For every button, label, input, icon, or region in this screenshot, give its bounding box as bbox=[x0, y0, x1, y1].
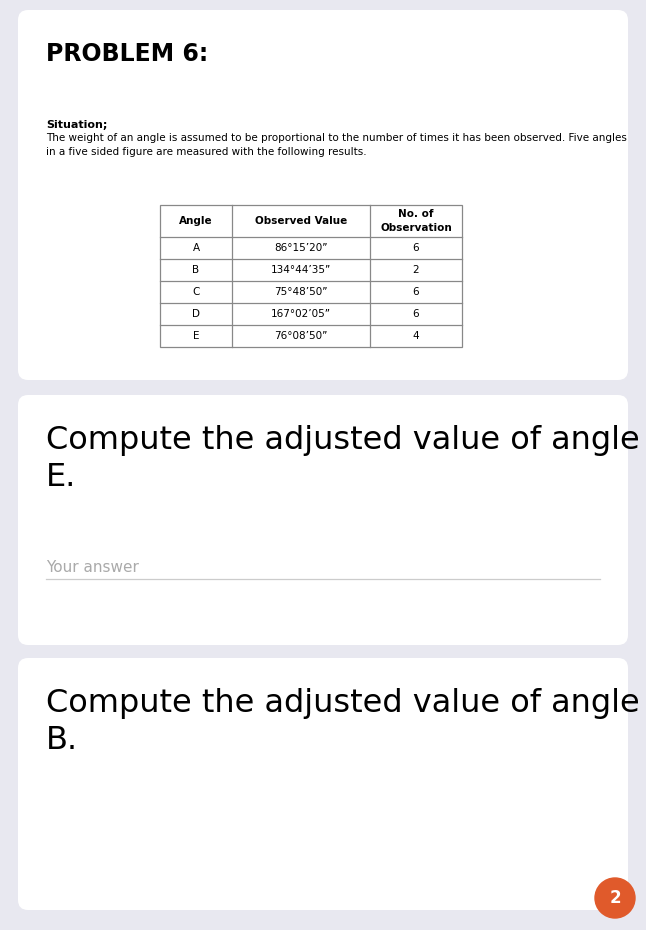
Text: A: A bbox=[193, 243, 200, 253]
Text: 167°02’05”: 167°02’05” bbox=[271, 309, 331, 319]
Text: The weight of an angle is assumed to be proportional to the number of times it h: The weight of an angle is assumed to be … bbox=[46, 133, 627, 157]
Text: 4: 4 bbox=[413, 331, 419, 341]
Text: 2: 2 bbox=[609, 889, 621, 907]
Text: E: E bbox=[193, 331, 199, 341]
Text: No. of
Observation: No. of Observation bbox=[380, 209, 452, 232]
Text: Angle: Angle bbox=[179, 216, 213, 226]
Text: 134°44’35”: 134°44’35” bbox=[271, 265, 331, 275]
Text: 86°15’20”: 86°15’20” bbox=[275, 243, 328, 253]
Text: Compute the adjusted value of angle
E.: Compute the adjusted value of angle E. bbox=[46, 425, 640, 493]
Circle shape bbox=[595, 878, 635, 918]
Text: Situation;: Situation; bbox=[46, 120, 107, 130]
Text: Your answer: Your answer bbox=[46, 560, 139, 575]
Text: Compute the adjusted value of angle
B.: Compute the adjusted value of angle B. bbox=[46, 688, 640, 756]
Bar bbox=[160, 205, 462, 347]
FancyBboxPatch shape bbox=[18, 658, 628, 910]
Text: B: B bbox=[193, 265, 200, 275]
Text: 2: 2 bbox=[413, 265, 419, 275]
Text: D: D bbox=[192, 309, 200, 319]
Text: 6: 6 bbox=[413, 243, 419, 253]
Text: 75°48’50”: 75°48’50” bbox=[275, 287, 328, 297]
Text: 76°08’50”: 76°08’50” bbox=[275, 331, 328, 341]
Text: 6: 6 bbox=[413, 287, 419, 297]
Text: PROBLEM 6:: PROBLEM 6: bbox=[46, 42, 208, 66]
FancyBboxPatch shape bbox=[18, 10, 628, 380]
Text: C: C bbox=[193, 287, 200, 297]
Text: Observed Value: Observed Value bbox=[255, 216, 347, 226]
Text: 6: 6 bbox=[413, 309, 419, 319]
FancyBboxPatch shape bbox=[18, 395, 628, 645]
